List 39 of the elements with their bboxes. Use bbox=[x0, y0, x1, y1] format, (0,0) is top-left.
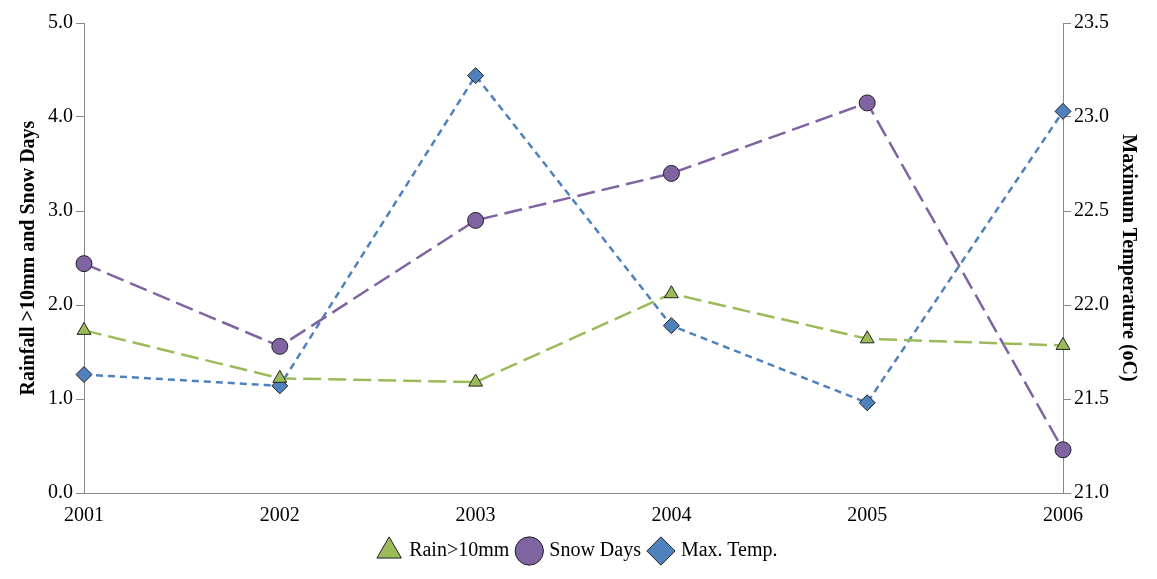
point bbox=[75, 366, 93, 384]
legend-label: Max. Temp. bbox=[680, 538, 778, 562]
y-axis-title: Rainfall >10mm and Snow Days bbox=[16, 120, 40, 396]
y2-tick-label: 23.5 bbox=[1074, 10, 1109, 33]
y2-tick-label: 21.0 bbox=[1074, 480, 1109, 503]
y2-axis-title: Maximum Temperature (oC) bbox=[1117, 134, 1141, 382]
y-tick-label: 2.0 bbox=[48, 292, 73, 315]
x-tick-label: 2003 bbox=[455, 503, 496, 526]
point bbox=[859, 330, 875, 344]
y-tick-label: 5.0 bbox=[48, 10, 73, 33]
point bbox=[1054, 102, 1072, 120]
y2-tick-label: 21.5 bbox=[1074, 386, 1109, 409]
y2-tick-label: 22.5 bbox=[1074, 198, 1109, 221]
y-tick-label: 3.0 bbox=[48, 198, 73, 221]
x-tick-label: 2002 bbox=[259, 503, 300, 526]
legend-label: Rain>10mm bbox=[409, 538, 510, 561]
y2-tick-label: 23.0 bbox=[1074, 104, 1109, 127]
point bbox=[467, 67, 485, 85]
y-tick-label: 1.0 bbox=[48, 386, 73, 409]
x-tick-label: 2001 bbox=[64, 503, 104, 526]
point bbox=[663, 285, 679, 299]
y-tick-label: 4.0 bbox=[48, 104, 73, 127]
point bbox=[76, 321, 92, 335]
x-tick-label: 2004 bbox=[651, 503, 692, 526]
point bbox=[858, 94, 876, 112]
x-tick-label: 2005 bbox=[847, 503, 888, 526]
legend-label: Snow Days bbox=[549, 538, 642, 562]
y2-tick-label: 22.0 bbox=[1074, 292, 1109, 315]
point bbox=[271, 337, 289, 355]
point bbox=[467, 211, 485, 229]
point bbox=[858, 394, 876, 412]
point bbox=[662, 164, 680, 182]
y-tick-label: 0.0 bbox=[48, 480, 73, 503]
point bbox=[272, 369, 288, 383]
point bbox=[1055, 336, 1071, 350]
point bbox=[662, 317, 680, 335]
point bbox=[468, 373, 484, 387]
point bbox=[75, 255, 93, 273]
x-tick-label: 2006 bbox=[1043, 503, 1083, 526]
